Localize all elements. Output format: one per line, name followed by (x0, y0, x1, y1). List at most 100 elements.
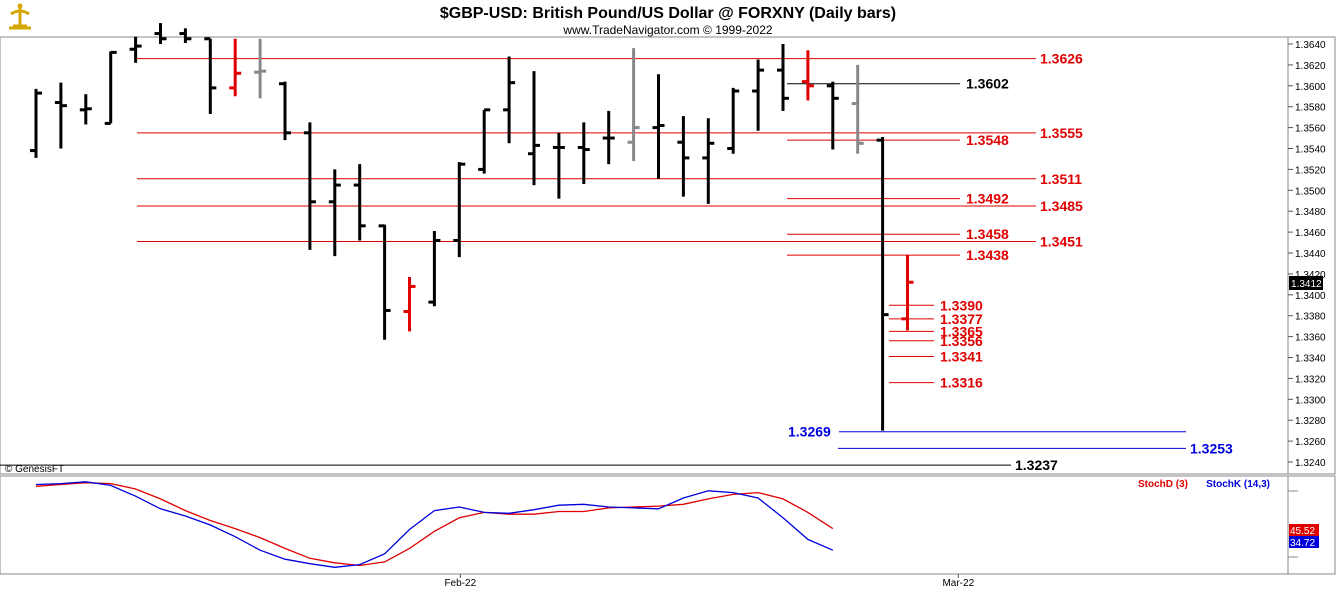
ohlc-bar (552, 132, 565, 199)
price-level-label: 1.3341 (940, 348, 983, 364)
x-tick-label: Feb-22 (444, 578, 476, 589)
y-tick-label: 1.3400 (1295, 291, 1326, 302)
trade-navigator-logo (5, 2, 35, 32)
ohlc-bar (528, 71, 540, 186)
x-tick-label: Mar-22 (942, 578, 974, 589)
ohlc-bar (801, 50, 814, 101)
ohlc-bar (254, 38, 267, 99)
last-price-badge (1289, 276, 1323, 290)
stochk-value: 34.72 (1290, 538, 1315, 549)
ohlc-bars-layer (30, 23, 914, 431)
y-tick-label: 1.3380 (1295, 312, 1326, 323)
price-level-label: 1.3356 (940, 333, 983, 349)
price-level-label: 1.3365 (940, 323, 983, 339)
stochd-value-badge (1289, 524, 1319, 536)
ohlc-bar (428, 231, 441, 307)
price-levels-layer: 1.3626 1.3602 1.3555 1.3548 1.3511 1.3492 1.34… (0, 51, 1233, 473)
ohlc-bar (577, 122, 590, 185)
ohlc-bar (179, 28, 192, 43)
y-tick-label: 1.3620 (1295, 61, 1326, 72)
ohlc-bar (652, 74, 665, 179)
y-tick-label: 1.3320 (1295, 374, 1326, 385)
y-tick-label: 1.3580 (1295, 103, 1326, 114)
y-tick-label: 1.3480 (1295, 207, 1326, 218)
ohlc-bar (826, 81, 839, 150)
ohlc-bar (777, 44, 789, 111)
stochastic-lines (35, 481, 834, 568)
y-tick-label: 1.3460 (1295, 228, 1326, 239)
stochastic-panel (0, 475, 1289, 575)
price-level-label: 1.3451 (1040, 234, 1083, 250)
price-level-label: 1.3492 (966, 191, 1009, 207)
watermark-text: © GenesisFT (5, 464, 64, 475)
ohlc-bar (478, 108, 491, 174)
ohlc-bar (503, 56, 516, 144)
y-tick-label: 1.3240 (1295, 458, 1326, 469)
price-level-label: 1.3602 (966, 76, 1009, 92)
price-panel (0, 36, 1289, 475)
ohlc-bar (79, 94, 92, 125)
y-tick-label: 1.3520 (1295, 165, 1326, 176)
ohlc-bar (677, 116, 690, 197)
ohlc-bar (851, 64, 864, 154)
ohlc-bar (279, 81, 291, 141)
stochd-value: 45.52 (1290, 526, 1315, 537)
y-axis-ticks: 1.3640 1.3620 1.3600 1.3580 1.3560 1.3540 1.35… (1288, 40, 1326, 469)
y-tick-label: 1.3420 (1295, 270, 1326, 281)
y-tick-label: 1.3340 (1295, 354, 1326, 365)
y-tick-label: 1.3260 (1295, 437, 1326, 448)
ohlc-bar (129, 36, 142, 63)
y-tick-label: 1.3640 (1295, 40, 1326, 51)
price-level-label: 1.3237 (1015, 457, 1058, 473)
y-tick-label: 1.3540 (1295, 145, 1326, 156)
ohlc-bar (104, 50, 117, 125)
ohlc-bar (901, 255, 914, 331)
ohlc-bar (602, 110, 615, 165)
chart-subtitle: www.TradeNavigator.com © 1999-2022 (562, 23, 772, 37)
ohlc-bar (403, 277, 416, 332)
stochk-legend: StochK (14,3) (1206, 479, 1270, 490)
stochd-legend: StochD (3) (1138, 479, 1188, 490)
price-level-label: 1.3626 (1040, 51, 1083, 67)
y-tick-label: 1.3500 (1295, 186, 1326, 197)
ohlc-bar (378, 224, 391, 340)
ohlc-bar (702, 118, 715, 204)
price-level-label: 1.3253 (1190, 440, 1233, 456)
ohlc-bar (229, 38, 242, 97)
price-level-label: 1.3390 (940, 297, 983, 313)
price-level-label: 1.3555 (1040, 125, 1083, 141)
y-tick-label: 1.3600 (1295, 82, 1326, 93)
y-tick-label: 1.3360 (1295, 333, 1326, 344)
y-tick-label: 1.3560 (1295, 124, 1326, 135)
price-level-label: 1.3377 (940, 311, 983, 327)
price-level-label: 1.3511 (1040, 171, 1082, 187)
price-level-label: 1.3458 (966, 226, 1009, 242)
ohlc-bar (204, 37, 217, 115)
ohlc-bar (727, 87, 740, 154)
price-axis (1287, 36, 1336, 475)
ohlc-bar (303, 122, 316, 250)
y-tick-label: 1.3300 (1295, 395, 1326, 406)
y-tick-label: 1.3440 (1295, 249, 1326, 260)
ohlc-bar (328, 169, 341, 257)
price-level-label: 1.3485 (1040, 198, 1083, 214)
price-level-label: 1.3316 (940, 375, 983, 391)
ohlc-bar (54, 82, 67, 149)
ohlc-bar (752, 59, 765, 131)
last-price-label: 1.3412 (1291, 279, 1322, 290)
price-level-label: 1.3548 (966, 132, 1009, 148)
ohlc-bar (154, 23, 167, 44)
price-level-label: 1.3269 (788, 424, 831, 440)
chart-title: $GBP-USD: British Pound/US Dollar @ FORX… (440, 5, 896, 22)
ohlc-bar (627, 48, 640, 162)
stochastic-series-line (35, 482, 834, 567)
ohlc-bar (876, 137, 889, 431)
ohlc-bar (453, 162, 466, 258)
stochk-value-badge (1289, 536, 1319, 548)
ohlc-bar (30, 88, 42, 158)
price-level-label: 1.3438 (966, 247, 1009, 263)
x-axis-ticks: Feb-22 Mar-22 (444, 574, 975, 589)
stochastic-series-line (35, 481, 834, 568)
y-tick-label: 1.3280 (1295, 416, 1326, 427)
